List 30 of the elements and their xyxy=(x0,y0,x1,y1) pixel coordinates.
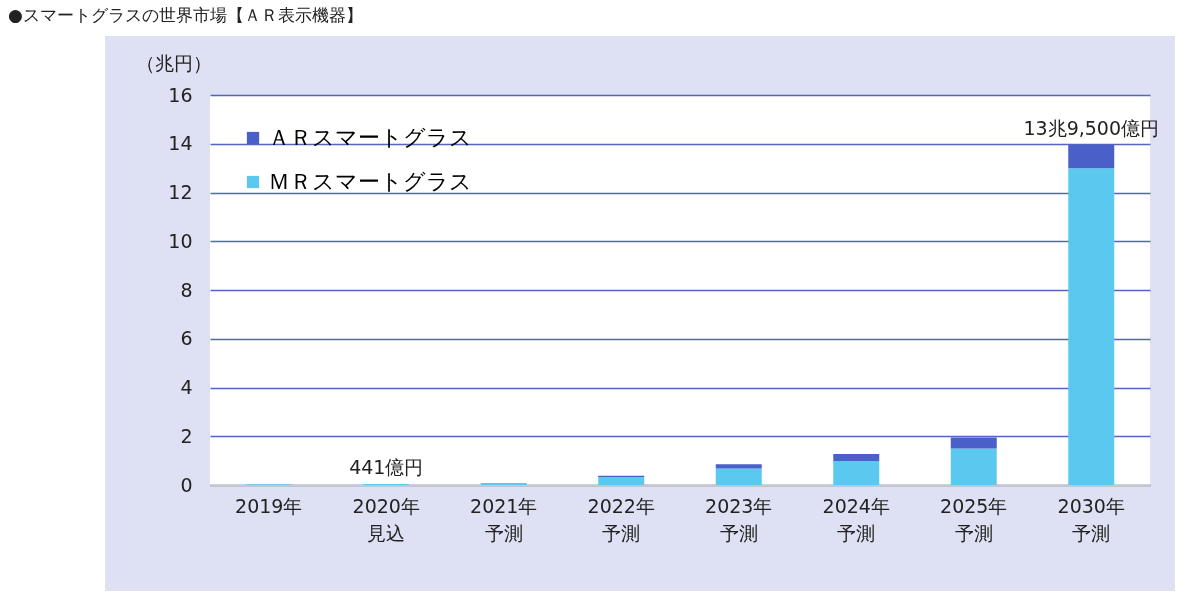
x-tick-label: 2030年予測 xyxy=(1057,494,1125,544)
x-tick-label: 2020年見込 xyxy=(352,494,420,544)
bar xyxy=(715,468,762,485)
y-tick-label: 0 xyxy=(180,473,193,496)
x-tick-label: 2025年予測 xyxy=(940,494,1008,544)
legend-label: ＭＲスマートグラス xyxy=(268,169,472,194)
y-tick-label: 2 xyxy=(180,424,193,447)
y-tick-label: 10 xyxy=(168,229,193,252)
annotation: 441億円 xyxy=(349,455,424,478)
y-tick-label: 8 xyxy=(180,278,193,301)
bar xyxy=(833,454,880,462)
x-tick-label: 2024年予測 xyxy=(822,494,890,544)
bar xyxy=(950,448,997,485)
bar xyxy=(715,464,762,469)
x-tick-label: 2021年予測 xyxy=(470,494,538,544)
legend-label: ＡＲスマートグラス xyxy=(268,125,472,150)
chart-title: ●スマートグラスの世界市場【ＡＲ表示機器】 xyxy=(8,4,363,27)
y-tick-label: 14 xyxy=(168,132,193,155)
bar xyxy=(1068,168,1115,485)
bar xyxy=(833,461,880,485)
bar xyxy=(598,476,645,485)
y-tick-label: 12 xyxy=(168,181,193,203)
x-tick-label: 2023年予測 xyxy=(705,494,773,544)
y-tick-label: 6 xyxy=(180,327,193,350)
y-tick-label: 4 xyxy=(180,376,193,398)
annotation: 13兆9,500億円 xyxy=(1023,116,1160,139)
y-axis-title: （兆円） xyxy=(135,51,212,74)
x-tick-label: 2022年予測 xyxy=(587,494,655,544)
y-tick-label: 16 xyxy=(168,83,193,106)
x-tick-label: 2019年 xyxy=(235,494,303,517)
